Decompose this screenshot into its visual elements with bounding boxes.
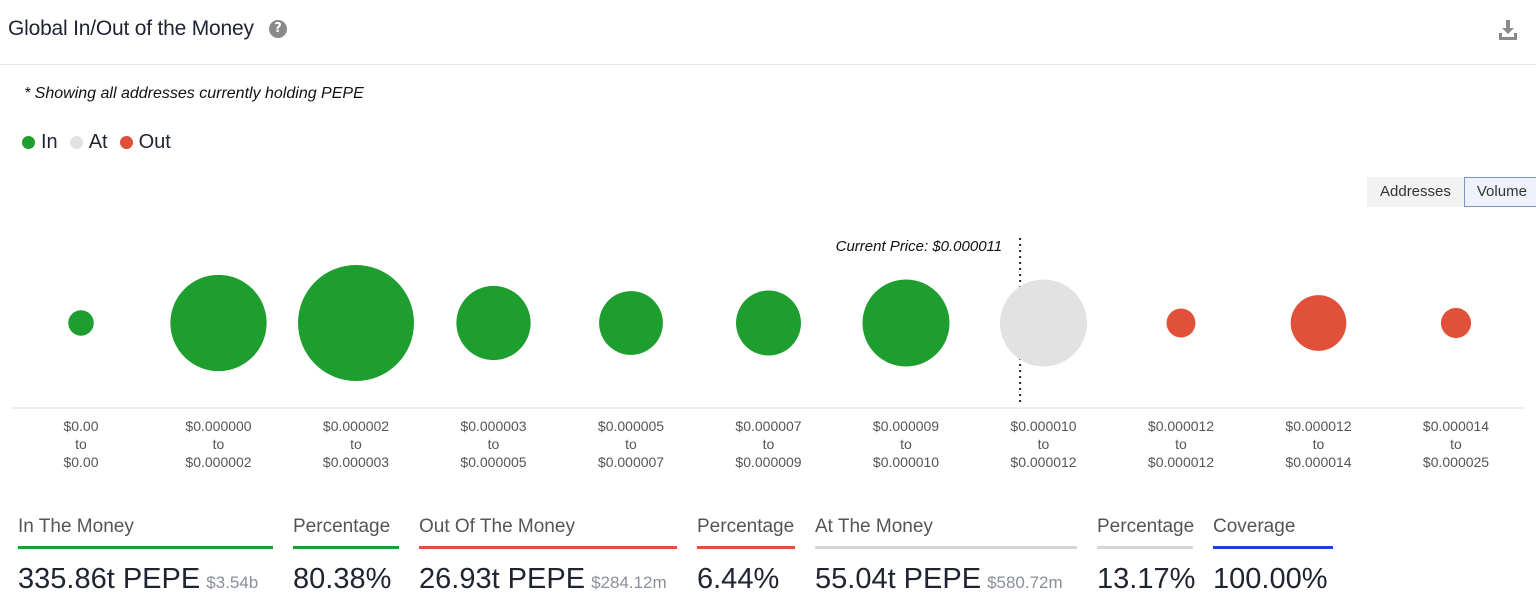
- stat-at-the-money: At The Money 55.04t PEPE $580.72m: [815, 512, 1077, 596]
- bubble-out: [1290, 295, 1347, 351]
- stat-value: 13.17%: [1097, 563, 1196, 595]
- tick-label-connector: to: [763, 436, 775, 452]
- legend-label-at: At: [88, 131, 108, 153]
- stat-out-percentage: Percentage 6.44%: [697, 512, 795, 596]
- legend-item-out[interactable]: Out: [119, 131, 171, 154]
- tick-label-from: $0.000005: [598, 418, 664, 434]
- tick-label-from: $0.000003: [460, 418, 526, 434]
- stat-label: In The Money: [18, 512, 273, 549]
- stat-in-the-money: In The Money 335.86t PEPE $3.54b: [18, 512, 273, 596]
- tick-label-connector: to: [900, 436, 912, 452]
- tick-label-to: $0.000003: [323, 454, 389, 470]
- stat-value: 100.00%: [1213, 563, 1328, 595]
- tick-label-from: $0.000000: [185, 418, 251, 434]
- legend-item-in[interactable]: In: [22, 131, 58, 154]
- stat-label: Out Of The Money: [419, 512, 677, 549]
- legend-dot-at: [69, 136, 83, 149]
- tick-label-connector: to: [625, 436, 637, 452]
- tick-label-connector: to: [350, 436, 362, 452]
- bubble-in: [170, 274, 267, 372]
- legend-item-at[interactable]: At: [69, 131, 108, 154]
- bubble-out: [1440, 307, 1472, 339]
- tick-label-from: $0.000012: [1285, 418, 1351, 434]
- stats-row: In The Money 335.86t PEPE $3.54b Percenta…: [0, 512, 1536, 616]
- tick-label-connector: to: [1450, 436, 1462, 452]
- tick-label-connector: to: [213, 436, 225, 452]
- tick-label-from: $0.000009: [873, 418, 939, 434]
- bubble-in: [456, 285, 531, 361]
- tick-label-to: $0.000009: [735, 454, 801, 470]
- panel-header: Global In/Out of the Money ?: [0, 0, 1536, 65]
- bubble-in: [599, 291, 663, 355]
- stat-label: Percentage: [1097, 512, 1194, 549]
- stat-sub-value: $3.54b: [206, 573, 259, 592]
- tick-label-to: $0.000025: [1423, 454, 1489, 470]
- tick-label-from: $0.000002: [323, 418, 389, 434]
- stat-sub-value: $284.12m: [591, 573, 667, 592]
- tick-label-to: $0.000002: [185, 454, 251, 470]
- stat-label: At The Money: [815, 512, 1077, 549]
- tick-label-to: $0.00: [63, 454, 98, 470]
- tick-label-from: $0.00: [63, 418, 98, 434]
- bubble-in: [736, 290, 801, 356]
- stat-at-percentage: Percentage 13.17%: [1097, 512, 1196, 596]
- stat-value: 80.38%: [293, 563, 392, 595]
- stat-label: Percentage: [697, 512, 795, 549]
- tick-label-to: $0.000012: [1010, 454, 1076, 470]
- tick-label-connector: to: [1038, 436, 1050, 452]
- tick-label-connector: to: [488, 436, 500, 452]
- page-title: Global In/Out of the Money: [8, 17, 254, 40]
- tick-label-to: $0.000005: [460, 454, 526, 470]
- tick-label-from: $0.000007: [735, 418, 801, 434]
- chart-legend: In At Out: [22, 131, 183, 154]
- stat-label: Percentage: [293, 512, 399, 549]
- stat-sub-value: $580.72m: [987, 573, 1063, 592]
- bubble-at: [1000, 279, 1087, 367]
- bubble-in: [298, 265, 414, 381]
- question-circle-icon[interactable]: ?: [269, 20, 287, 38]
- bubble-in: [862, 279, 950, 367]
- addresses-toggle-button[interactable]: Addresses: [1367, 177, 1464, 207]
- bubble-in: [68, 310, 94, 336]
- tick-label-to: $0.000012: [1148, 454, 1214, 470]
- stat-value: 55.04t PEPE: [815, 563, 982, 595]
- stat-coverage: Coverage 100.00%: [1213, 512, 1333, 596]
- tick-label-connector: to: [75, 436, 87, 452]
- tick-label-connector: to: [1175, 436, 1187, 452]
- legend-dot-in: [22, 136, 35, 149]
- tick-label-connector: to: [1313, 436, 1325, 452]
- tick-label-from: $0.000012: [1148, 418, 1214, 434]
- stat-in-percentage: Percentage 80.38%: [293, 512, 399, 596]
- legend-label-out: Out: [138, 131, 171, 153]
- stat-value: 26.93t PEPE: [419, 563, 586, 595]
- bubble-out: [1166, 308, 1196, 338]
- holding-note: * Showing all addresses currently holdin…: [24, 85, 364, 102]
- tick-label-to: $0.000007: [598, 454, 664, 470]
- tick-label-from: $0.000014: [1423, 418, 1489, 434]
- download-icon[interactable]: [1496, 18, 1520, 42]
- current-price-label: Current Price: $0.000011: [836, 238, 1003, 255]
- metric-toggle: Addresses Volume: [1367, 177, 1536, 207]
- tick-label-from: $0.000010: [1010, 418, 1076, 434]
- tick-label-to: $0.000010: [873, 454, 939, 470]
- stat-value: 6.44%: [697, 563, 780, 595]
- legend-label-in: In: [41, 131, 58, 153]
- volume-toggle-button[interactable]: Volume: [1463, 177, 1536, 207]
- tick-label-to: $0.000014: [1285, 454, 1351, 470]
- stat-out-of-the-money: Out Of The Money 26.93t PEPE $284.12m: [419, 512, 677, 596]
- stat-value: 335.86t PEPE: [18, 563, 201, 595]
- legend-dot-out: [119, 136, 133, 149]
- bubble-chart: Current Price: $0.000011 $0.00 to $0.00 $0.0…: [12, 238, 1524, 470]
- stat-label: Coverage: [1213, 512, 1333, 549]
